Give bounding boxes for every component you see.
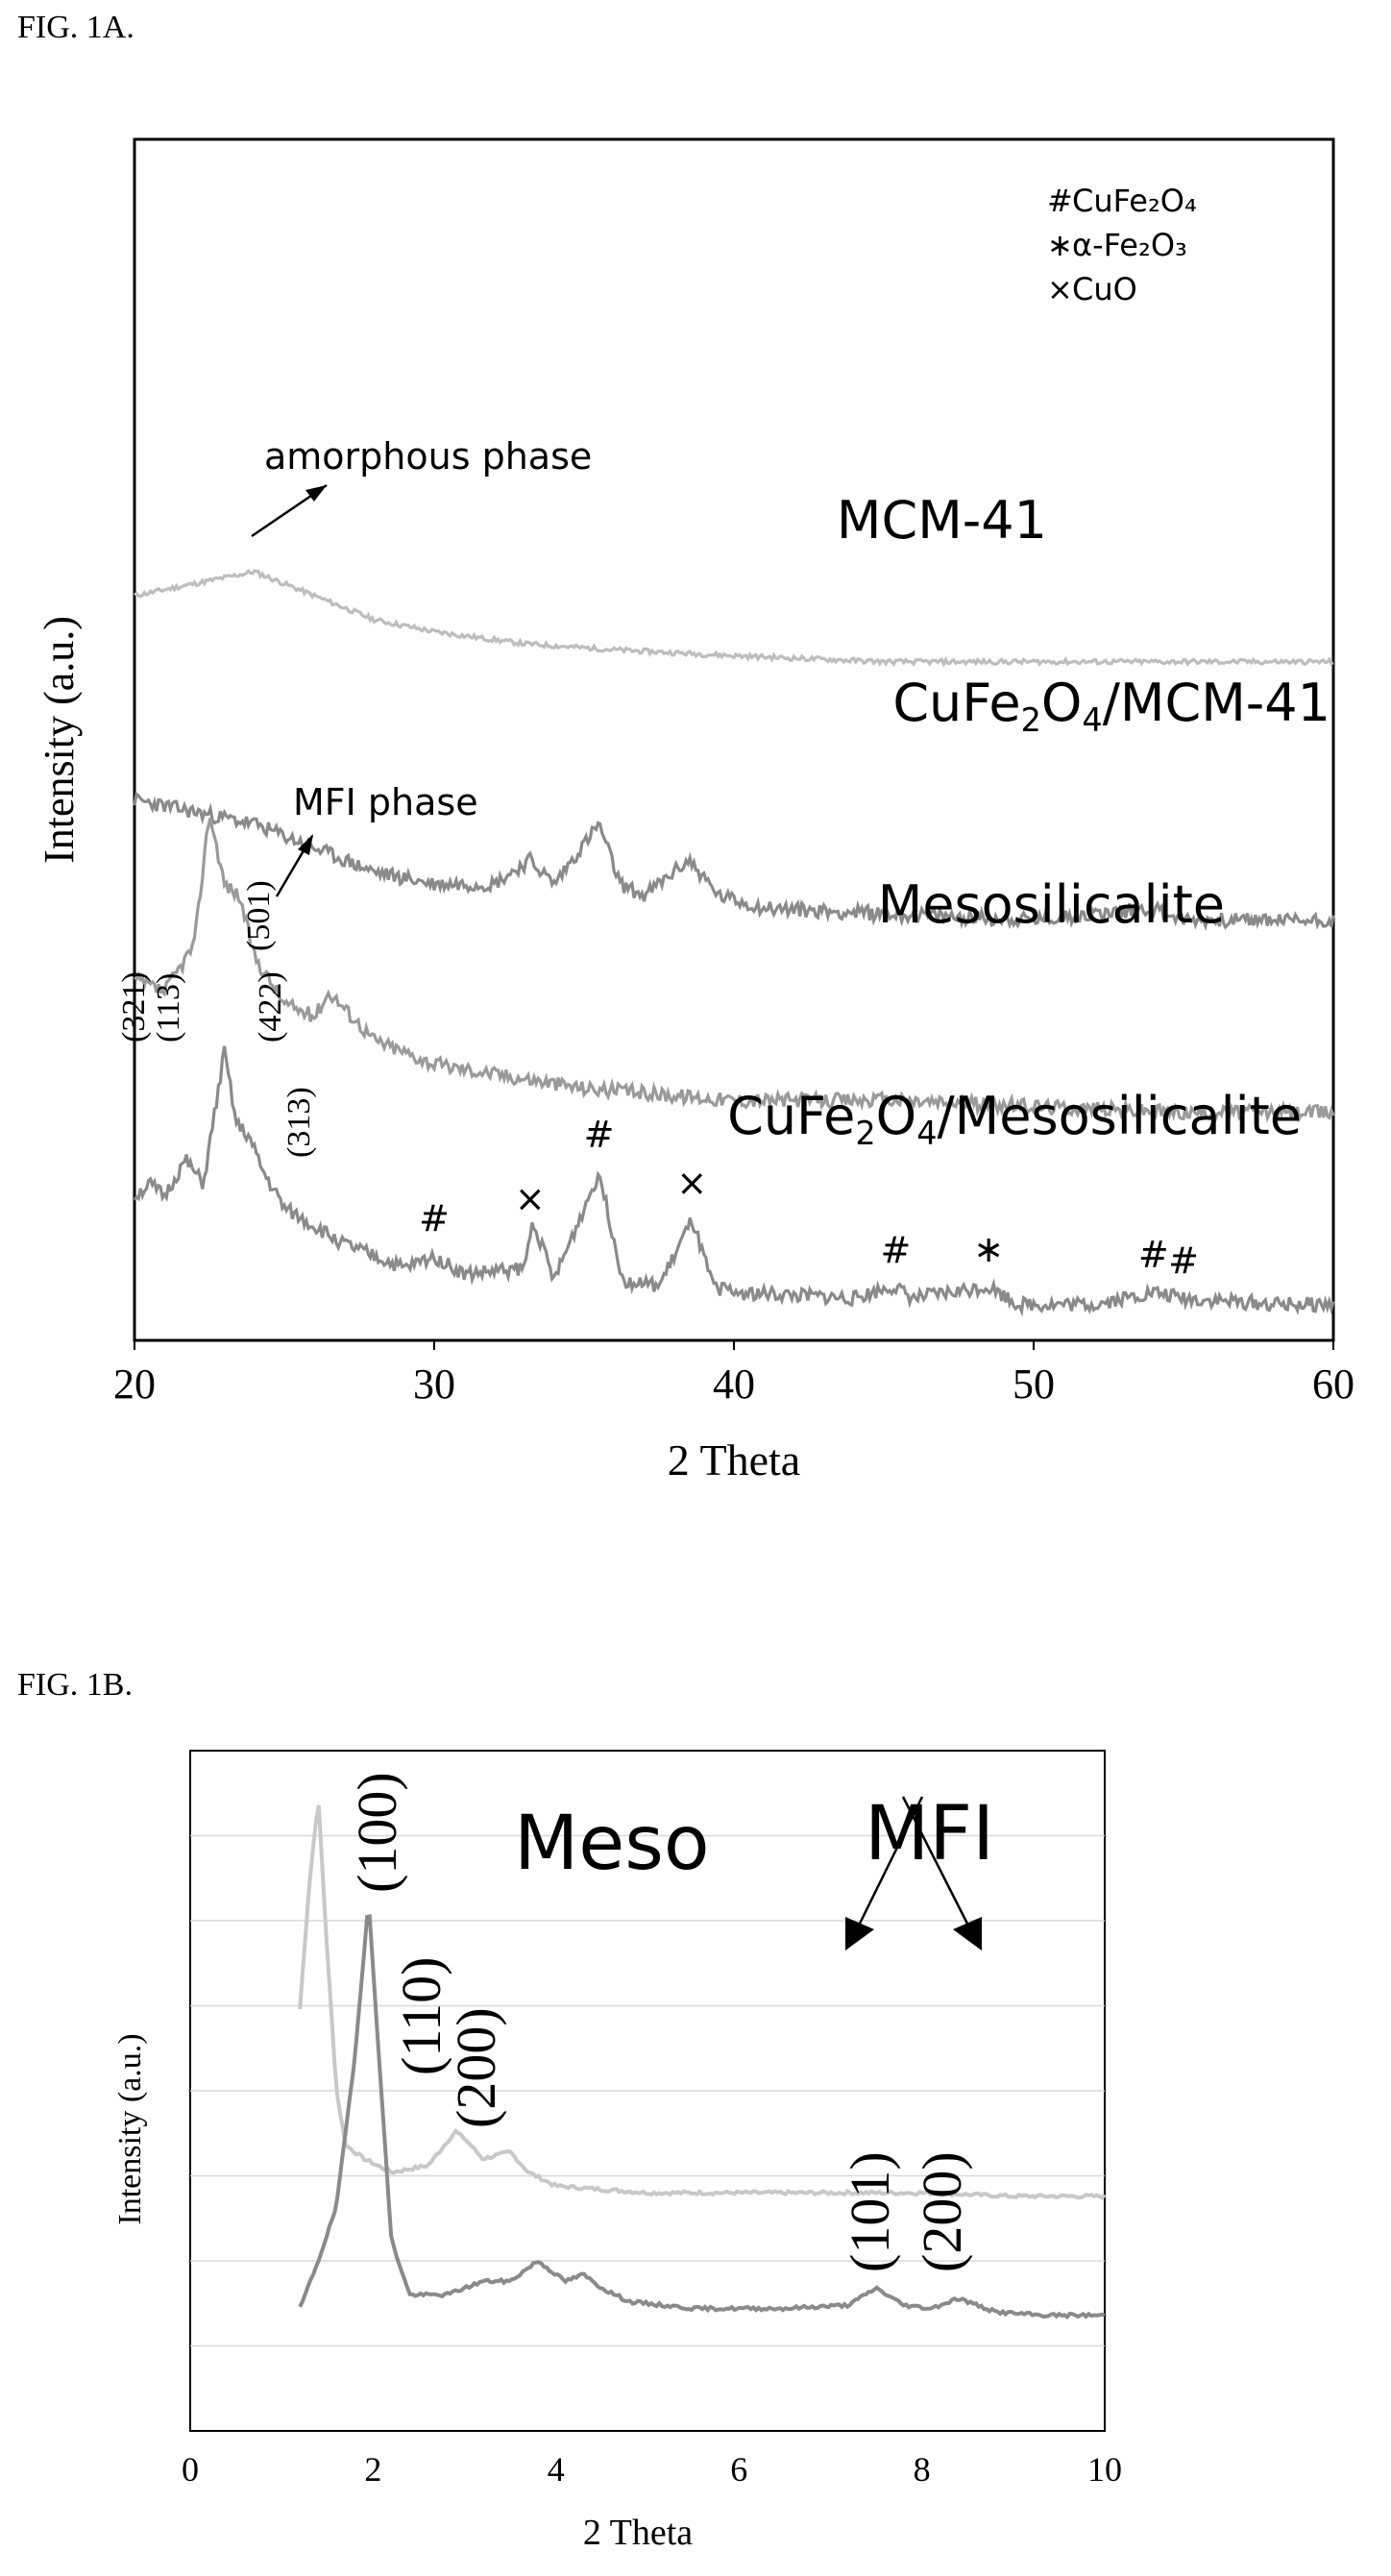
label-meso: Meso — [514, 1801, 710, 1887]
series-line — [298, 1913, 1106, 2320]
miller-index: (200) — [911, 2151, 973, 2272]
peak-marker: # — [1168, 1239, 1199, 1282]
peak-marker: # — [584, 1114, 615, 1156]
miller-index: (101) — [839, 2151, 901, 2272]
series-label: CuFe2O4/MCM-41 — [892, 673, 1330, 739]
plot-frame — [133, 137, 1335, 1342]
label-mfi: MFI — [865, 1791, 994, 1877]
x-tick-label: 8 — [914, 2450, 931, 2489]
legend-symbol: # — [1047, 183, 1073, 219]
series-label: MCM-41 — [837, 490, 1047, 551]
miller-index: (200) — [445, 2007, 507, 2128]
x-tick-label: 0 — [182, 2450, 199, 2489]
y-axis-title: Intensity (a.u.) — [112, 2033, 148, 2224]
annotation-text: amorphous phase — [264, 435, 592, 478]
arrow-head — [953, 1917, 982, 1950]
legend-symbol: ∗ — [1047, 227, 1073, 263]
series-label: CuFe2O4/Mesosilicalite — [727, 1086, 1302, 1152]
x-tick-label: 2 — [364, 2450, 381, 2489]
x-axis-title: 2 Theta — [583, 2513, 693, 2553]
x-tick-label: 20 — [113, 1361, 156, 1408]
miller-index: (422) — [253, 971, 288, 1043]
miller-index: (313) — [281, 1087, 317, 1158]
arrow-head — [305, 485, 327, 502]
x-tick-label: 10 — [1087, 2450, 1122, 2489]
x-tick-label: 60 — [1312, 1361, 1354, 1408]
miller-index: (110) — [390, 1957, 452, 2075]
annotation-arrow — [855, 1796, 924, 1930]
legend-label: α-Fe₂O₃ — [1072, 227, 1187, 263]
x-tick-label: 40 — [713, 1361, 755, 1408]
peak-marker: ∗ — [973, 1228, 1004, 1270]
annotation-arrow — [901, 1796, 972, 1930]
legend-label: CuFe₂O₄ — [1072, 183, 1197, 219]
annotation-text: MFI phase — [293, 781, 478, 823]
series-line — [133, 1045, 1335, 1317]
series-label: Mesosilicalite — [878, 874, 1225, 935]
x-tick-label: 30 — [413, 1361, 455, 1408]
xrd-chart-low-angle: 0 2 4 6 8 10 2 Theta Intensity (a.u.) Meso MFI (10… — [112, 1750, 1122, 2553]
arrow-head — [845, 1917, 874, 1950]
x-tick-label: 4 — [548, 2450, 565, 2489]
series-line — [133, 568, 1334, 668]
x-tick-label: 50 — [1013, 1361, 1055, 1408]
x-axis-title: 2 Theta — [668, 1435, 800, 1484]
peak-marker: # — [419, 1198, 450, 1240]
peak-marker: # — [1138, 1234, 1169, 1276]
peak-marker: # — [881, 1230, 912, 1272]
figure-label-1a: FIG. 1A. — [17, 10, 134, 45]
legend-symbol: × — [1047, 271, 1073, 307]
peak-marker: × — [515, 1178, 546, 1220]
figure-label-1b: FIG. 1B. — [17, 1667, 133, 1703]
series-line — [134, 818, 1335, 1124]
miller-index: (501) — [241, 880, 277, 951]
miller-index: (113) — [151, 973, 186, 1043]
series-line — [298, 1804, 1107, 2200]
peak-marker: × — [676, 1162, 707, 1204]
arrow-head — [298, 834, 313, 855]
x-tick-label: 6 — [730, 2450, 747, 2489]
miller-index: (100) — [346, 1772, 408, 1893]
y-axis-title: Intensity (a.u.) — [36, 616, 83, 864]
series-line — [133, 791, 1335, 932]
legend-label: CuO — [1072, 271, 1137, 307]
miller-index: (321) — [116, 971, 152, 1043]
